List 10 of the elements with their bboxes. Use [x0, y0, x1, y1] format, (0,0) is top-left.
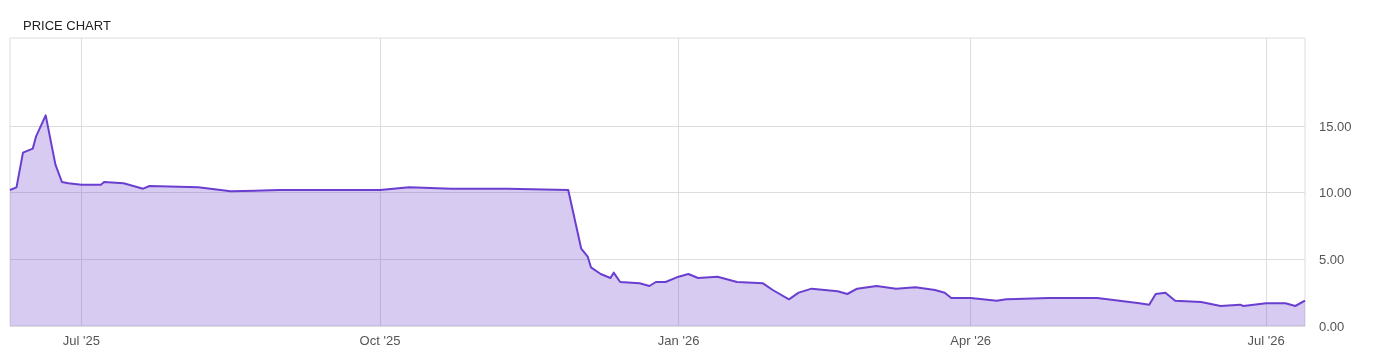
x-tick-label: Apr '26: [950, 333, 992, 348]
x-tick-label: Jul '25: [62, 333, 100, 348]
x-tick-label: Jul '26: [1247, 333, 1285, 348]
y-tick-label: 0.00: [1319, 318, 1345, 334]
y-tick-label: 15.00: [1319, 118, 1352, 134]
x-tick-label: Oct '25: [359, 333, 401, 348]
x-tick-label: Jan '26: [657, 333, 700, 348]
chart-title: PRICE CHART: [23, 18, 111, 33]
y-tick-label: 5.00: [1319, 251, 1345, 267]
y-tick-label: 10.00: [1319, 185, 1352, 201]
